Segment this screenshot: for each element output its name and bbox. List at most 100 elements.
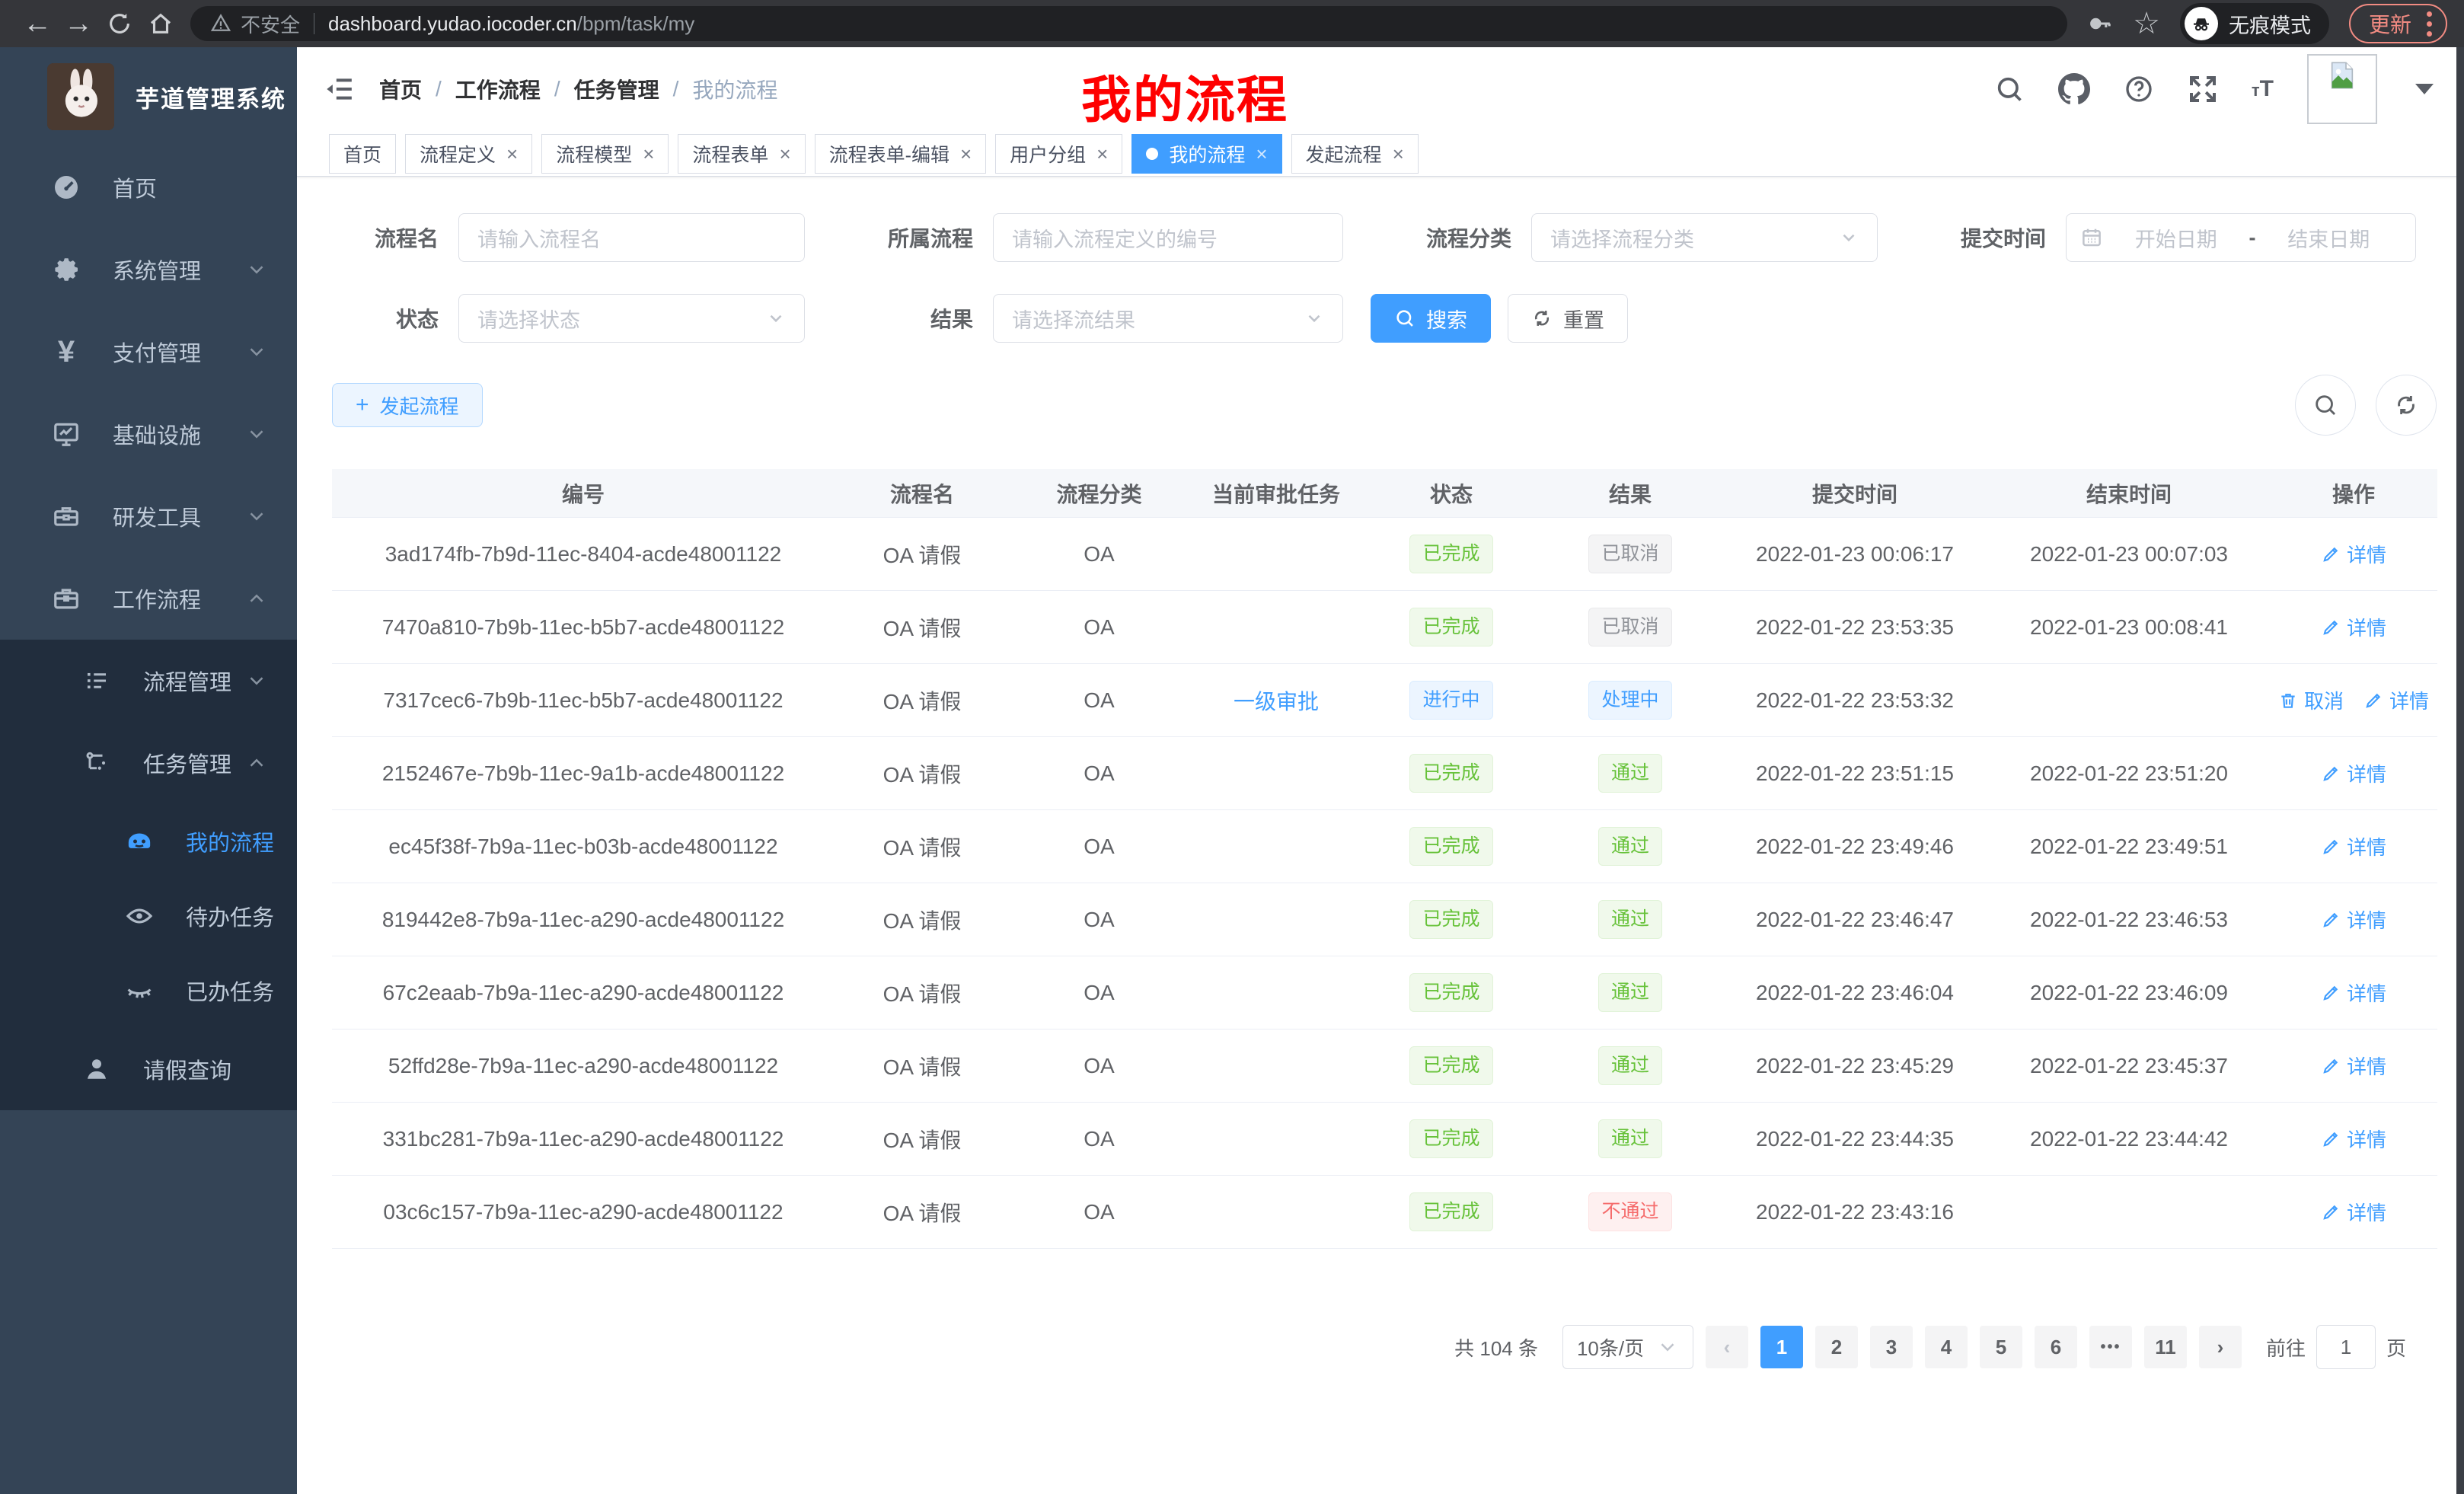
app-logo[interactable]: 芋道管理系统 — [0, 47, 297, 146]
sidebar-item-done-task[interactable]: 已办任务 — [0, 953, 297, 1028]
breadcrumb-item[interactable]: 任务管理 — [573, 78, 659, 102]
cell-submit-time: 2022-01-23 00:06:17 — [1756, 541, 1954, 566]
detail-link[interactable]: 详情 — [2321, 832, 2386, 860]
reload-icon[interactable] — [99, 3, 140, 44]
magnifier-icon — [1394, 308, 1416, 329]
avatar-dropdown-icon[interactable] — [2415, 84, 2434, 94]
tab-process-model[interactable]: 流程模型 × — [541, 133, 669, 174]
close-icon[interactable]: × — [1096, 142, 1109, 165]
breadcrumb-item[interactable]: 首页 — [379, 78, 423, 102]
search-button[interactable]: 搜索 — [1371, 294, 1491, 343]
refresh-table-icon[interactable] — [2376, 375, 2437, 436]
page-button-11[interactable]: 11 — [2143, 1326, 2187, 1368]
address-bar[interactable]: 不安全 dashboard.yudao.iocoder.cn/bpm/task/… — [190, 6, 2068, 41]
help-icon[interactable] — [2124, 74, 2154, 104]
cell-end-time: 2022-01-22 23:45:37 — [2030, 1053, 2228, 1077]
tab-home[interactable]: 首页 — [329, 133, 397, 174]
sidebar-item-home[interactable]: 首页 — [0, 146, 297, 228]
show-search-icon[interactable] — [2295, 375, 2356, 436]
close-icon[interactable]: × — [1256, 142, 1268, 165]
reset-button[interactable]: 重置 — [1508, 294, 1628, 343]
tab-process-form[interactable]: 流程表单 × — [678, 133, 806, 174]
browser-menu-icon[interactable] — [2427, 11, 2432, 37]
close-icon[interactable]: × — [506, 142, 519, 165]
task-link[interactable]: 一级审批 — [1233, 689, 1319, 713]
bookmark-star-icon[interactable]: ☆ — [2133, 7, 2160, 40]
pencil-icon — [2321, 764, 2341, 784]
tab-process-form-edit[interactable]: 流程表单-编辑 × — [814, 133, 987, 174]
sidebar-item-label: 待办任务 — [186, 906, 275, 931]
sidebar-item-todo-task[interactable]: 待办任务 — [0, 879, 297, 953]
close-icon[interactable]: × — [643, 142, 655, 165]
cell-id: 7317cec6-7b9b-11ec-b5b7-acde48001122 — [383, 688, 784, 712]
page-button-4[interactable]: 4 — [1924, 1326, 1968, 1368]
sidebar-item-pay[interactable]: ¥ 支付管理 — [0, 311, 297, 393]
cell-status: 已完成 — [1364, 1045, 1539, 1086]
name-input[interactable]: 请输入流程名 — [458, 213, 805, 262]
key-icon[interactable] — [2087, 11, 2113, 37]
cell-category: OA — [1084, 1053, 1115, 1077]
fullscreen-icon[interactable] — [2188, 74, 2218, 104]
cell-result: 通过 — [1539, 753, 1722, 793]
date-range-input[interactable]: 开始日期 - 结束日期 — [2066, 213, 2416, 262]
home-icon[interactable] — [140, 3, 181, 44]
cancel-link[interactable]: 取消 — [2278, 686, 2344, 714]
page-ellipsis[interactable]: ••• — [2089, 1326, 2132, 1368]
sidebar-item-leave-query[interactable]: 请假查询 — [0, 1028, 297, 1110]
start-process-button[interactable]: + 发起流程 — [332, 383, 483, 427]
detail-link[interactable]: 详情 — [2321, 1198, 2386, 1226]
tab-process-definition[interactable]: 流程定义 × — [405, 133, 533, 174]
github-icon[interactable] — [2057, 73, 2090, 105]
update-button[interactable]: 更新 — [2348, 4, 2447, 43]
tab-user-group[interactable]: 用户分组 × — [995, 133, 1123, 174]
sidebar-collapse-icon[interactable] — [324, 74, 355, 104]
goto-page-input[interactable]: 1 — [2316, 1325, 2376, 1369]
breadcrumb-item[interactable]: 工作流程 — [455, 78, 541, 102]
page-size-select[interactable]: 10条/页 — [1562, 1325, 1693, 1369]
page-button-3[interactable]: 3 — [1869, 1326, 1913, 1368]
category-select[interactable]: 请选择流程分类 — [1531, 213, 1878, 262]
avatar[interactable] — [2307, 54, 2377, 124]
security-label[interactable]: 不安全 — [241, 13, 301, 37]
detail-link[interactable]: 详情 — [2321, 759, 2386, 787]
tab-label: 流程定义 — [420, 144, 496, 166]
result-select[interactable]: 请选择流结果 — [993, 294, 1343, 343]
close-icon[interactable]: × — [1392, 142, 1404, 165]
sidebar-item-system[interactable]: 系统管理 — [0, 228, 297, 311]
sidebar-item-infra[interactable]: 基础设施 — [0, 393, 297, 475]
definition-input[interactable]: 请输入流程定义的编号 — [993, 213, 1343, 262]
detail-link[interactable]: 详情 — [2321, 540, 2386, 568]
tab-my-process[interactable]: 我的流程 × — [1131, 133, 1282, 174]
close-icon[interactable]: × — [959, 142, 972, 165]
back-icon[interactable]: ← — [23, 7, 52, 40]
page-button-6[interactable]: 6 — [2034, 1326, 2077, 1368]
detail-link[interactable]: 详情 — [2321, 613, 2386, 641]
prev-page-button[interactable]: ‹ — [1705, 1326, 1748, 1368]
table-row: ec45f38f-7b9a-11ec-b03b-acde48001122 OA … — [332, 810, 2437, 883]
page-button-1[interactable]: 1 — [1760, 1326, 1803, 1368]
sidebar-item-process-manage[interactable]: 流程管理 — [0, 640, 297, 722]
cell-result: 通过 — [1539, 972, 1722, 1013]
detail-link[interactable]: 详情 — [2321, 1052, 2386, 1080]
sidebar-item-workflow[interactable]: 工作流程 — [0, 557, 297, 640]
detail-link[interactable]: 详情 — [2321, 978, 2386, 1007]
search-icon[interactable] — [1994, 74, 2025, 104]
font-size-icon[interactable]: тT — [2251, 76, 2274, 101]
detail-link[interactable]: 详情 — [2363, 686, 2429, 714]
cell-id: 03c6c157-7b9a-11ec-a290-acde48001122 — [383, 1199, 784, 1224]
cell-end-time: 2022-01-22 23:46:09 — [2030, 980, 2228, 1004]
incognito-icon — [2184, 7, 2218, 40]
detail-link[interactable]: 详情 — [2321, 1125, 2386, 1153]
next-page-button[interactable]: › — [2198, 1326, 2242, 1368]
page-button-2[interactable]: 2 — [1814, 1326, 1858, 1368]
refresh-icon — [1531, 308, 1553, 329]
sidebar-item-my-process[interactable]: 我的流程 — [0, 804, 297, 879]
page-button-5[interactable]: 5 — [1979, 1326, 2022, 1368]
close-icon[interactable]: × — [779, 142, 791, 165]
forward-icon[interactable]: → — [64, 7, 93, 40]
detail-link[interactable]: 详情 — [2321, 905, 2386, 934]
status-select[interactable]: 请选择状态 — [458, 294, 805, 343]
tab-start-process[interactable]: 发起流程 × — [1291, 133, 1419, 174]
sidebar-item-task-manage[interactable]: 任务管理 — [0, 722, 297, 804]
sidebar-item-devtools[interactable]: 研发工具 — [0, 475, 297, 557]
